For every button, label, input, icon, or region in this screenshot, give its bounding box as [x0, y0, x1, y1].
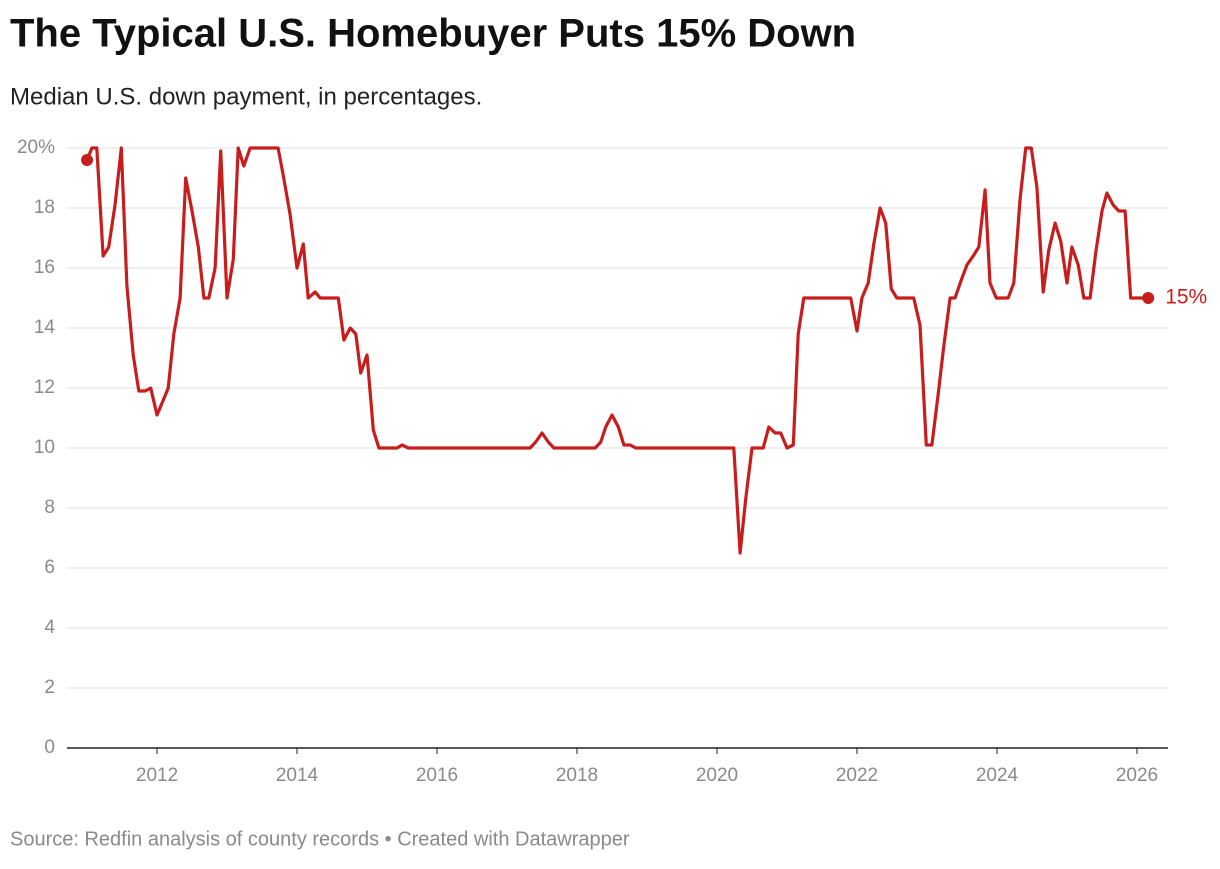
y-tick-label: 8	[44, 497, 55, 518]
x-tick-label: 2016	[416, 765, 458, 786]
end-dot	[1142, 292, 1155, 304]
chart-title: The Typical U.S. Homebuyer Puts 15% Down	[10, 12, 856, 56]
y-tick-label: 16	[34, 257, 55, 278]
end-dot	[81, 154, 94, 166]
y-tick-label: 14	[34, 317, 56, 338]
y-tick-label: 0	[44, 737, 55, 758]
x-tick-label: 2012	[136, 765, 178, 786]
x-tick-label: 2020	[696, 765, 738, 786]
x-tick-label: 2026	[1116, 765, 1158, 786]
x-tick-label: 2022	[836, 765, 878, 786]
y-tick-label: 4	[44, 617, 55, 638]
chart-subtitle: Median U.S. down payment, in percentages…	[10, 83, 482, 110]
x-tick-label: 2014	[276, 765, 319, 786]
y-tick-label: 18	[34, 197, 55, 218]
source-note: Source: Redfin analysis of county record…	[10, 828, 630, 850]
x-tick-label: 2018	[556, 765, 598, 786]
x-tick-label: 2024	[976, 765, 1019, 786]
end-value-label: 15%	[1165, 286, 1207, 309]
y-tick-label: 20%	[17, 137, 55, 158]
y-tick-label: 6	[44, 557, 55, 578]
y-tick-label: 12	[34, 377, 55, 398]
data-line	[85, 146, 1149, 555]
y-tick-label: 10	[34, 437, 55, 458]
y-tick-label: 2	[44, 677, 55, 698]
